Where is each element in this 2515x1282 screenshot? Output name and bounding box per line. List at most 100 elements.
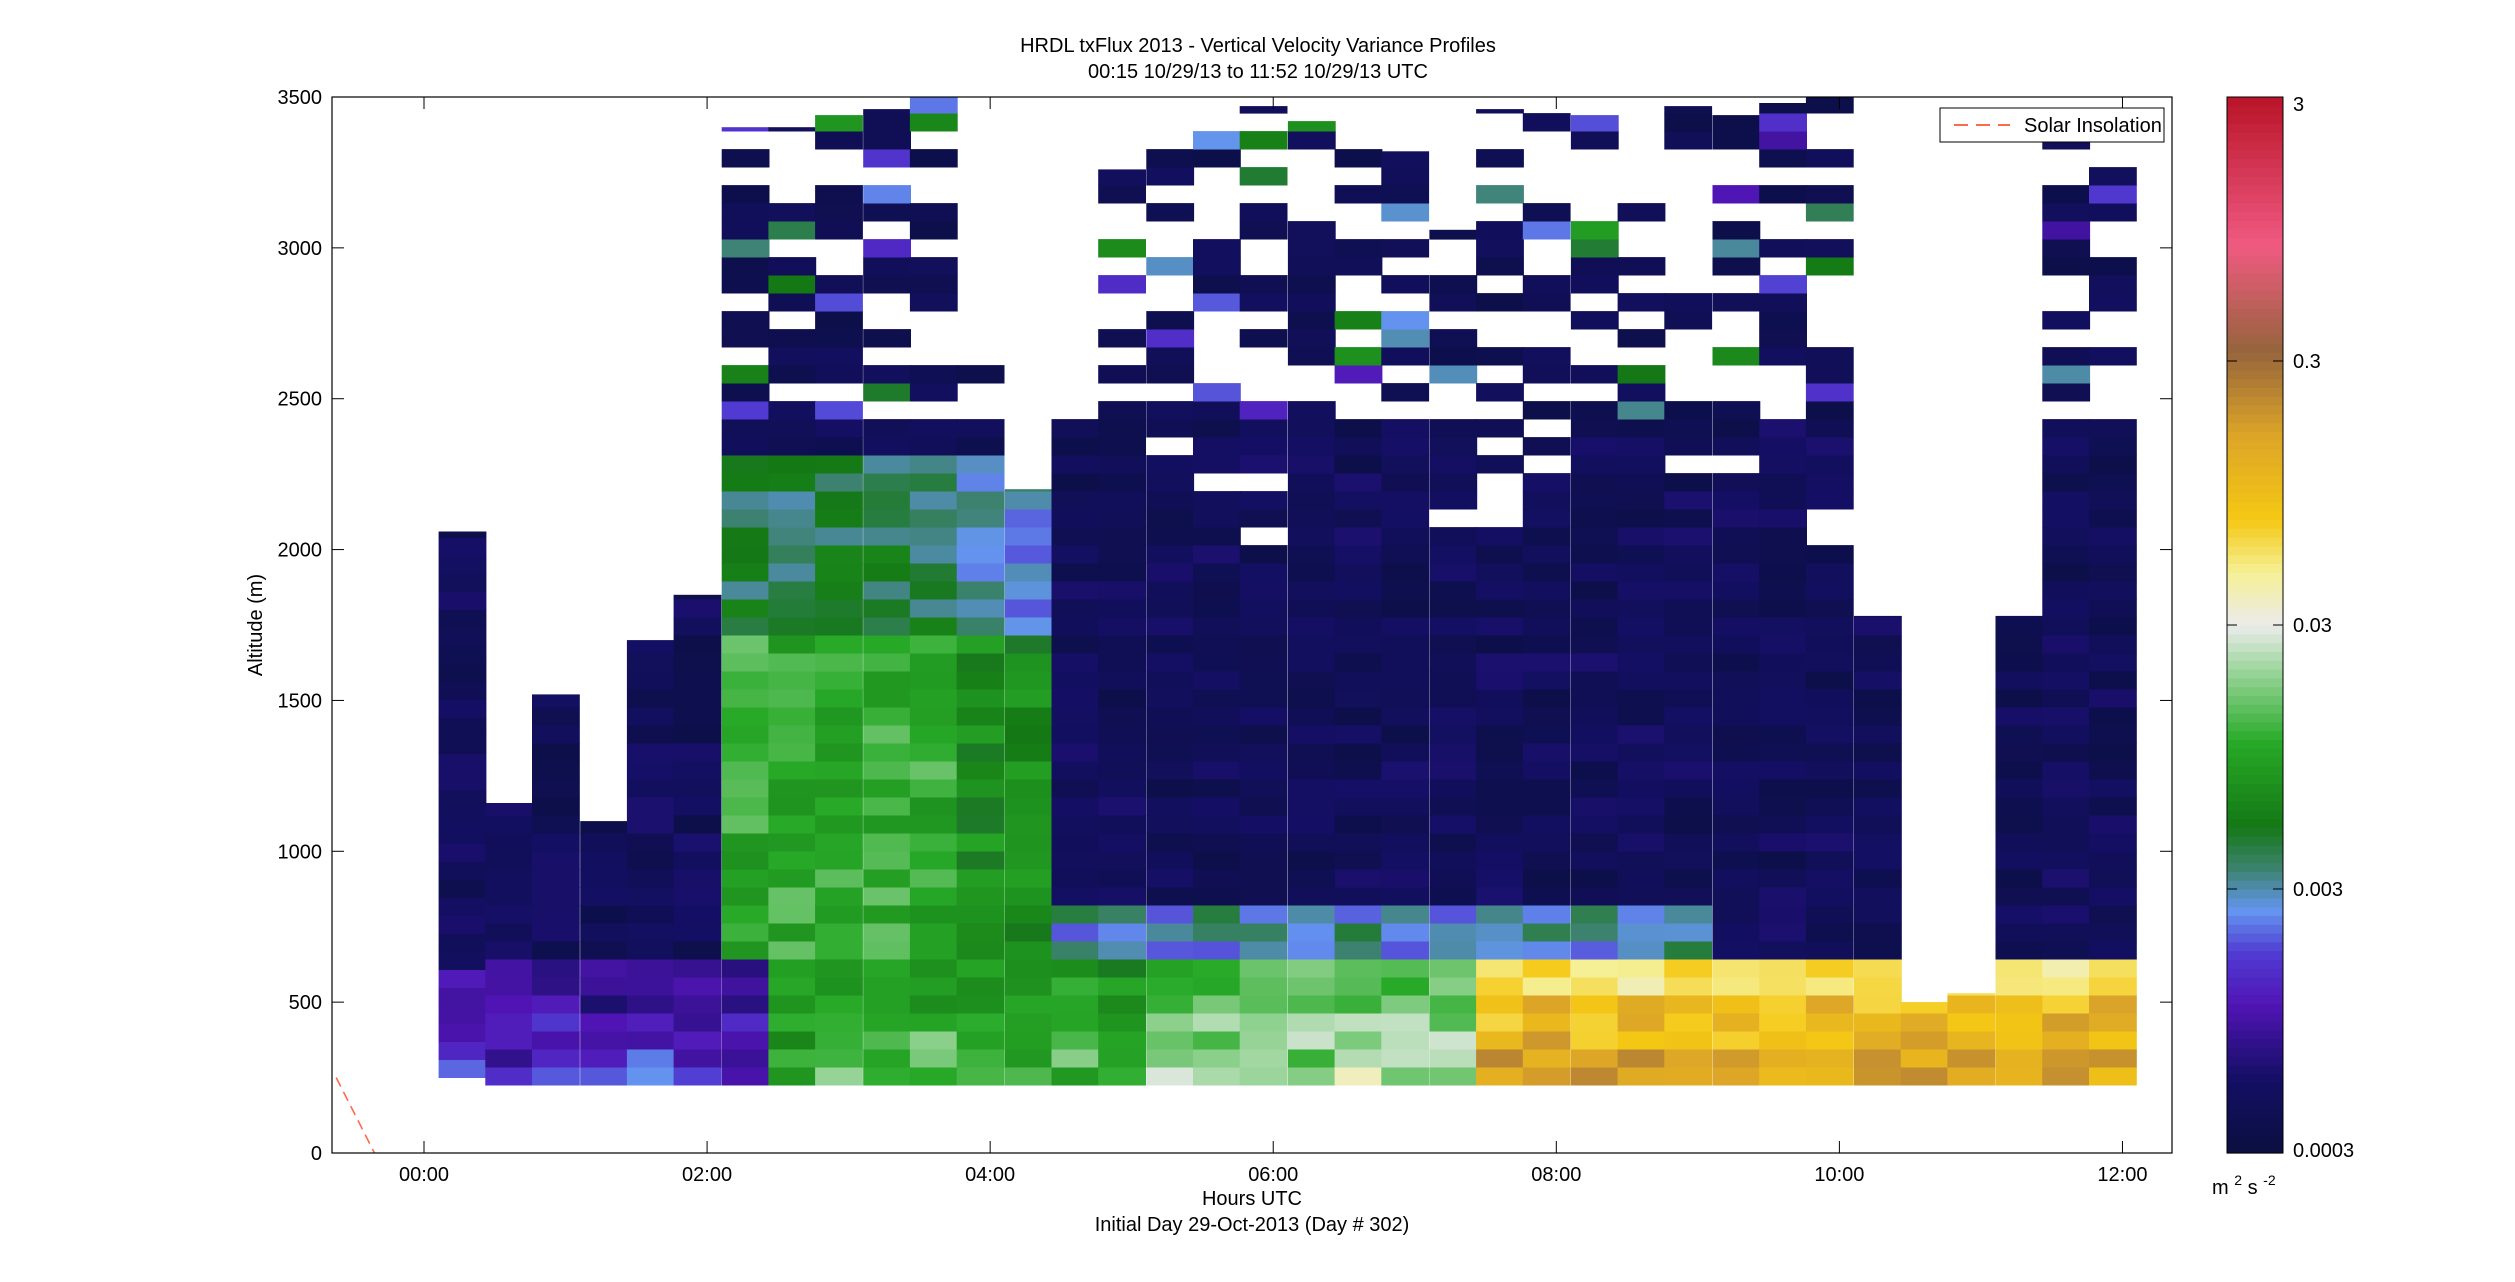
heatmap-cell	[1381, 473, 1430, 492]
heatmap-cell	[1759, 1067, 1807, 1086]
heatmap-cell	[1476, 383, 1524, 402]
heatmap-cell	[1570, 1013, 1619, 1032]
heatmap-cell	[1617, 1049, 1666, 1068]
heatmap-cell	[1334, 257, 1383, 276]
heatmap-cell	[768, 1013, 817, 1032]
heatmap-cell	[1712, 419, 1761, 438]
heatmap-cell	[1004, 509, 1053, 528]
colorbar-segment	[2227, 721, 2283, 732]
colorbar-segment	[2227, 598, 2283, 608]
heatmap-cell	[1476, 797, 1524, 816]
heatmap-cell	[1146, 347, 1195, 366]
heatmap-cell	[768, 473, 817, 492]
heatmap-cell	[2042, 1049, 2091, 1068]
heatmap-cell	[1617, 653, 1666, 672]
heatmap-cell	[768, 509, 817, 528]
heatmap-cell	[626, 725, 675, 744]
heatmap-cell	[1712, 941, 1761, 960]
heatmap-cell	[1805, 419, 1854, 438]
heatmap-cell	[1854, 941, 1902, 960]
colorbar-segment	[2227, 325, 2283, 336]
heatmap-cell	[909, 815, 958, 834]
heatmap-cell	[1854, 923, 1902, 942]
heatmap-cell	[956, 887, 1005, 906]
heatmap-cell	[1805, 1049, 1854, 1068]
heatmap-cell	[485, 803, 534, 816]
heatmap-cell	[768, 1049, 817, 1068]
colorbar-tick-label: 3	[2293, 94, 2304, 116]
heatmap-cell	[1617, 995, 1666, 1014]
x-tick-label: 10:00	[1814, 1164, 1864, 1186]
heatmap-cell	[1570, 599, 1619, 618]
colorbar-segment	[2227, 308, 2283, 318]
colorbar-segment	[2227, 915, 2283, 925]
heatmap-cell	[1004, 1031, 1053, 1050]
colorbar-segment	[2227, 281, 2283, 292]
heatmap-cell	[1476, 563, 1524, 582]
heatmap-cell	[909, 473, 958, 492]
heatmap-cell	[1664, 635, 1713, 654]
heatmap-cell	[863, 563, 911, 582]
heatmap-cell	[532, 995, 580, 1014]
x-tick-label: 12:00	[2097, 1164, 2147, 1186]
colorbar-segment	[2227, 211, 2283, 221]
heatmap-cell	[721, 127, 770, 132]
heatmap-cell	[580, 821, 628, 834]
heatmap-cell	[2042, 1013, 2091, 1032]
heatmap-cell	[1051, 1049, 1100, 1068]
heatmap-cell	[1051, 599, 1100, 618]
heatmap-cell	[1617, 977, 1666, 996]
heatmap-cell	[1146, 149, 1195, 168]
heatmap-cell	[1712, 509, 1761, 528]
heatmap-cell	[1429, 851, 1478, 870]
heatmap-cell	[1051, 905, 1100, 924]
heatmap-cell	[1239, 941, 1288, 960]
colorbar-segment	[2227, 405, 2283, 415]
heatmap-cell	[2089, 257, 2137, 276]
heatmap-cell	[1381, 1031, 1430, 1050]
heatmap-cell	[1759, 1013, 1807, 1032]
heatmap-cell	[1759, 527, 1807, 546]
heatmap-cell	[863, 113, 911, 132]
heatmap-cell	[1098, 239, 1146, 258]
heatmap-cell	[1287, 455, 1336, 474]
heatmap-cell	[1476, 725, 1524, 744]
heatmap-cell	[1995, 1013, 2044, 1032]
colorbar-segment	[2227, 167, 2283, 177]
heatmap-cell	[1759, 833, 1807, 852]
heatmap-cell	[1004, 887, 1053, 906]
heatmap-cell	[1429, 455, 1478, 474]
heatmap-cell	[1334, 365, 1383, 384]
heatmap-cell	[1193, 833, 1241, 852]
colorbar-segment	[2227, 809, 2283, 820]
heatmap-cell	[1287, 923, 1336, 942]
heatmap-cell	[1805, 761, 1854, 780]
heatmap-cell	[2089, 167, 2137, 186]
heatmap-cell	[909, 527, 958, 546]
heatmap-cell	[1239, 653, 1288, 672]
heatmap-cell	[1381, 185, 1430, 204]
heatmap-cell	[1759, 761, 1807, 780]
heatmap-cell	[1146, 833, 1195, 852]
heatmap-cell	[1146, 599, 1195, 618]
heatmap-cell	[1334, 491, 1383, 510]
heatmap-cell	[532, 887, 580, 906]
heatmap-cell	[1193, 689, 1241, 708]
heatmap-cell	[815, 455, 863, 474]
heatmap-cell	[1617, 257, 1666, 276]
heatmap-cell	[1239, 1067, 1288, 1086]
heatmap-cell	[2042, 761, 2091, 780]
heatmap-cell	[2042, 563, 2091, 582]
heatmap-cell	[626, 941, 675, 960]
heatmap-cell	[1664, 599, 1713, 618]
heatmap-cell	[1854, 653, 1902, 672]
heatmap-cell	[1098, 599, 1146, 618]
heatmap-cell	[909, 1013, 958, 1032]
heatmap-cell	[1239, 959, 1288, 978]
heatmap-cell	[1146, 455, 1195, 474]
heatmap-cell	[1570, 959, 1619, 978]
heatmap-cell	[1995, 615, 2044, 618]
heatmap-cell	[1805, 635, 1854, 654]
heatmap-cell	[956, 1067, 1005, 1086]
heatmap-cell	[1004, 563, 1053, 582]
